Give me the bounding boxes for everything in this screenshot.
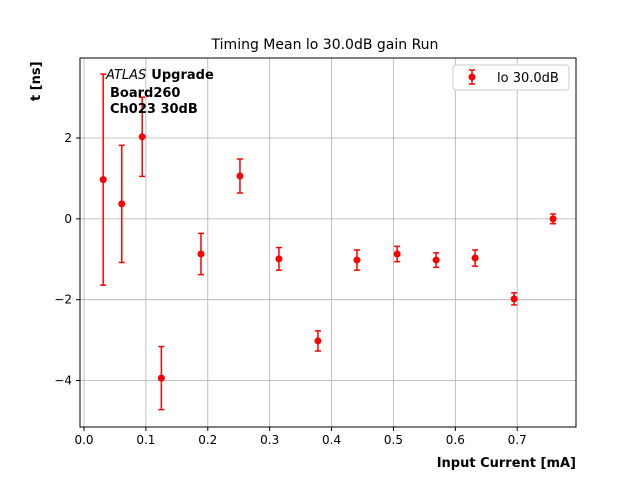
ticks: 0.0 0.1 0.2 0.3 0.4 0.5 0.6 0.7 −4 −2 0 2 — [54, 131, 526, 447]
legend-label: lo 30.0dB — [497, 71, 559, 86]
grid — [80, 58, 576, 427]
upgrade-label: Upgrade — [151, 68, 214, 83]
data-point — [236, 172, 244, 180]
x-tick-label: 0.7 — [508, 433, 527, 447]
chart-title: Timing Mean lo 30.0dB gain Run — [211, 37, 439, 53]
y-tick-label: −2 — [54, 293, 72, 307]
atlas-label: ATLAS — [105, 68, 146, 83]
data-point — [549, 215, 557, 223]
annotation-line1: ATLAS Upgrade — [105, 68, 214, 83]
x-tick-label: 0.0 — [74, 433, 93, 447]
data-point — [157, 374, 165, 382]
y-tick-label: 0 — [64, 212, 72, 226]
annotation-line2: Board260 — [110, 86, 180, 101]
data-point — [393, 250, 401, 258]
data-point — [353, 256, 361, 264]
data-marks — [99, 73, 557, 411]
x-tick-label: 0.3 — [260, 433, 279, 447]
data-point — [275, 255, 283, 263]
data-point — [138, 133, 146, 141]
x-tick-label: 0.1 — [136, 433, 155, 447]
data-point — [510, 295, 518, 303]
data-point — [197, 250, 205, 258]
x-tick-label: 0.5 — [384, 433, 403, 447]
annotation: ATLAS Upgrade Board260 Ch023 30dB — [105, 68, 214, 117]
plot-frame — [79, 57, 577, 428]
x-tick-label: 0.6 — [446, 433, 465, 447]
data-point — [99, 176, 107, 184]
annotation-line3: Ch023 30dB — [110, 102, 198, 117]
data-point — [471, 254, 479, 262]
x-tick-label: 0.4 — [322, 433, 341, 447]
y-tick-label: −4 — [54, 374, 72, 388]
data-point — [118, 200, 126, 208]
y-tick-label: 2 — [64, 131, 72, 145]
x-tick-label: 0.2 — [198, 433, 217, 447]
data-point — [432, 256, 440, 264]
legend-marker-icon — [468, 73, 476, 81]
y-axis-label: t [ns] — [29, 61, 44, 101]
data-point — [314, 337, 322, 345]
x-axis-label: Input Current [mA] — [437, 456, 576, 471]
legend: lo 30.0dB — [452, 64, 570, 91]
legend-box — [452, 64, 570, 91]
